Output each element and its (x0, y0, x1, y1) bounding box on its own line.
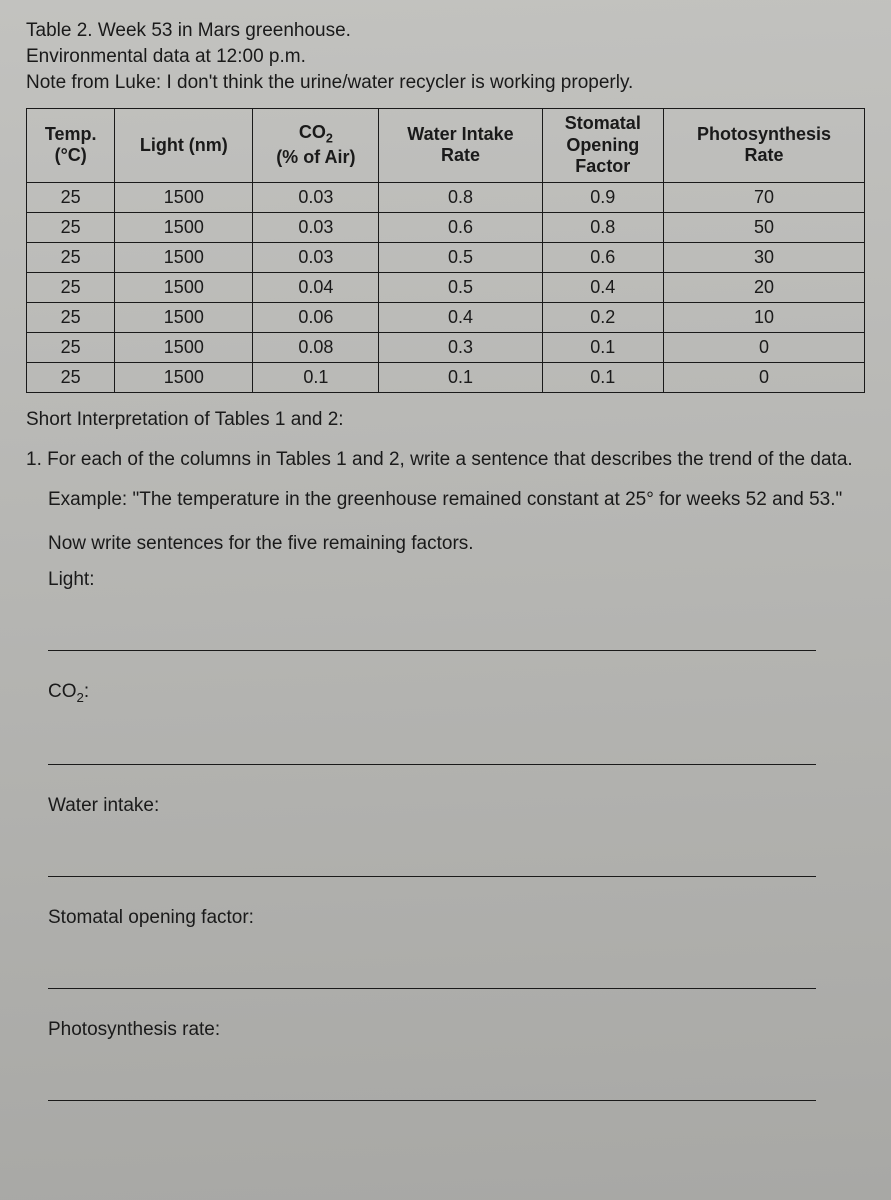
cell: 1500 (115, 272, 253, 302)
cell: 0.8 (379, 182, 542, 212)
table-row: 25 1500 0.03 0.5 0.6 30 (27, 242, 865, 272)
col-co2: CO2(% of Air) (253, 109, 379, 183)
cell: 25 (27, 242, 115, 272)
cell: 0.3 (379, 332, 542, 362)
table-row: 25 1500 0.03 0.8 0.9 70 (27, 182, 865, 212)
cell: 0.1 (542, 332, 664, 362)
table-body: 25 1500 0.03 0.8 0.9 70 25 1500 0.03 0.6… (27, 182, 865, 392)
col-water: Water IntakeRate (379, 109, 542, 183)
factor-label-light: Light: (48, 569, 94, 591)
write-line (48, 847, 816, 877)
cell: 0.6 (542, 242, 664, 272)
cell: 25 (27, 302, 115, 332)
col-temp: Temp.(°C) (27, 109, 115, 183)
cell: 0.8 (542, 212, 664, 242)
factor-label-stomatal: Stomatal opening factor: (48, 907, 254, 929)
instruction-text: Now write sentences for the five remaini… (48, 533, 865, 555)
cell: 10 (664, 302, 865, 332)
cell: 30 (664, 242, 865, 272)
table-row: 25 1500 0.06 0.4 0.2 10 (27, 302, 865, 332)
cell: 0.1 (379, 362, 542, 392)
write-line (48, 959, 816, 989)
factor-water: Water intake: (48, 795, 865, 877)
question-number: 1. (26, 449, 42, 470)
cell: 0.04 (253, 272, 379, 302)
table-title: Table 2. Week 53 in Mars greenhouse. (26, 20, 865, 42)
cell: 0.5 (379, 242, 542, 272)
cell: 0.03 (253, 242, 379, 272)
col-stomatal: StomatalOpeningFactor (542, 109, 664, 183)
factor-light: Light: (48, 569, 865, 651)
cell: 0.9 (542, 182, 664, 212)
cell: 70 (664, 182, 865, 212)
factor-label-water: Water intake: (48, 795, 159, 817)
interpretation-title: Short Interpretation of Tables 1 and 2: (26, 409, 865, 431)
cell: 0.4 (542, 272, 664, 302)
cell: 0.5 (379, 272, 542, 302)
cell: 25 (27, 182, 115, 212)
cell: 20 (664, 272, 865, 302)
cell: 0.06 (253, 302, 379, 332)
write-line (48, 735, 816, 765)
col-light: Light (nm) (115, 109, 253, 183)
example-text: Example: "The temperature in the greenho… (48, 489, 865, 511)
factor-stomatal: Stomatal opening factor: (48, 907, 865, 989)
cell: 1500 (115, 302, 253, 332)
cell: 50 (664, 212, 865, 242)
table-row: 25 1500 0.08 0.3 0.1 0 (27, 332, 865, 362)
cell: 0.1 (542, 362, 664, 392)
cell: 1500 (115, 212, 253, 242)
question-1: 1. For each of the columns in Tables 1 a… (26, 449, 865, 471)
cell: 0.6 (379, 212, 542, 242)
cell: 1500 (115, 362, 253, 392)
factor-label-photo: Photosynthesis rate: (48, 1019, 220, 1041)
cell: 0.03 (253, 212, 379, 242)
data-table: Temp.(°C) Light (nm) CO2(% of Air) Water… (26, 108, 865, 393)
write-line (48, 621, 816, 651)
table-row: 25 1500 0.04 0.5 0.4 20 (27, 272, 865, 302)
factor-photo: Photosynthesis rate: (48, 1019, 865, 1101)
cell: 0.08 (253, 332, 379, 362)
factor-co2: CO2: (48, 681, 865, 765)
cell: 0 (664, 362, 865, 392)
cell: 25 (27, 212, 115, 242)
worksheet-page: Table 2. Week 53 in Mars greenhouse. Env… (0, 0, 891, 1200)
cell: 0 (664, 332, 865, 362)
write-line (48, 1071, 816, 1101)
cell: 25 (27, 362, 115, 392)
table-row: 25 1500 0.03 0.6 0.8 50 (27, 212, 865, 242)
col-photo: PhotosynthesisRate (664, 109, 865, 183)
cell: 0.03 (253, 182, 379, 212)
cell: 1500 (115, 182, 253, 212)
cell: 0.4 (379, 302, 542, 332)
cell: 0.2 (542, 302, 664, 332)
cell: 25 (27, 332, 115, 362)
cell: 1500 (115, 242, 253, 272)
table-subtitle: Environmental data at 12:00 p.m. (26, 46, 865, 68)
table-header-row: Temp.(°C) Light (nm) CO2(% of Air) Water… (27, 109, 865, 183)
cell: 1500 (115, 332, 253, 362)
table-note: Note from Luke: I don't think the urine/… (26, 72, 865, 94)
cell: 25 (27, 272, 115, 302)
question-text: For each of the columns in Tables 1 and … (47, 449, 853, 470)
cell: 0.1 (253, 362, 379, 392)
factor-label-co2: CO2: (48, 681, 89, 705)
table-row: 25 1500 0.1 0.1 0.1 0 (27, 362, 865, 392)
